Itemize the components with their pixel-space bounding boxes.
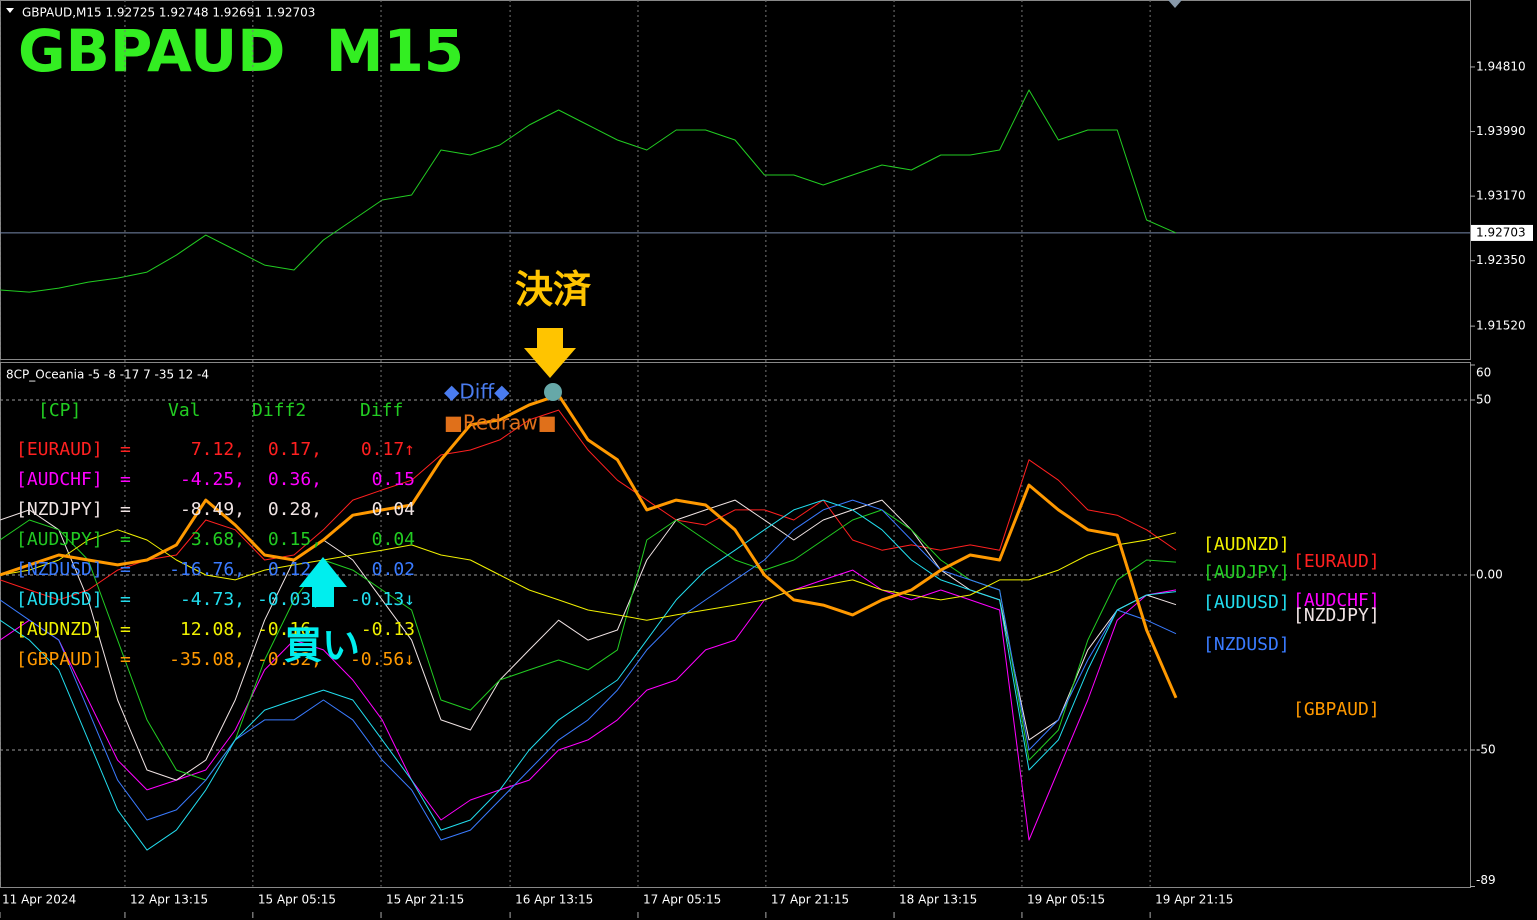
- y-tick-label: 0.00: [1476, 568, 1503, 582]
- table-cell: 0.15,: [268, 529, 322, 550]
- series-line: [0, 409, 1177, 601]
- buy-annotation: 買い: [284, 624, 360, 668]
- chart-header: GBPAUD,M15 1.92725 1.92748 1.92691 1.927…: [22, 6, 315, 20]
- x-tick-label: 11 Apr 2024: [2, 893, 76, 907]
- x-tick-label: 16 Apr 13:15: [515, 893, 593, 907]
- legend-label: [NZDUSD]: [1203, 634, 1290, 655]
- series-line: [0, 499, 1177, 851]
- table-cell: 0.15: [372, 469, 415, 490]
- legend-label: [EURAUD]: [1293, 551, 1380, 572]
- y-tick-label: 1.94810: [1476, 59, 1526, 73]
- table-cell: -0.16,: [257, 619, 322, 640]
- table-cell: -8.49,: [180, 499, 245, 520]
- y-tick-label: -50: [1476, 743, 1496, 757]
- x-tick-label: 15 Apr 21:15: [386, 893, 464, 907]
- table-cell: [EURAUD]: [16, 439, 103, 460]
- close-annotation: 決済: [515, 268, 592, 312]
- table-cell: [GBPAUD]: [16, 649, 103, 670]
- legend-label: [NZDJPY]: [1293, 605, 1380, 626]
- chart-title: GBPAUD M15: [18, 17, 464, 85]
- table-cell: 0.17↑: [361, 439, 415, 460]
- table-cell: 0.36,: [268, 469, 322, 490]
- table-cell: [AUDNZD]: [16, 619, 103, 640]
- table-cell: [NZDUSD]: [16, 559, 103, 580]
- table-cell: -35.08,: [169, 649, 245, 670]
- series-line: [0, 89, 1177, 293]
- table-cell: -4.25,: [180, 469, 245, 490]
- y-tick-label: 1.91520: [1476, 319, 1526, 333]
- table-cell: =: [120, 619, 131, 640]
- indicator-header: 8CP_Oceania -5 -8 -17 7 -35 12 -4: [6, 368, 209, 382]
- table-header: Val: [168, 400, 201, 421]
- table-cell: 0.28,: [268, 499, 322, 520]
- table-cell: -16.76,: [169, 559, 245, 580]
- shift-marker: [1168, 0, 1182, 8]
- y-tick-label: 1.93170: [1476, 189, 1526, 203]
- table-cell: -0.13↓: [350, 589, 415, 610]
- table-cell: =: [120, 499, 131, 520]
- table-cell: 12.08,: [180, 619, 245, 640]
- table-cell: 0.04: [372, 499, 415, 520]
- y-tick-label: 1.93990: [1476, 124, 1526, 138]
- x-tick-label: 12 Apr 13:15: [130, 893, 208, 907]
- table-header: Diff2: [252, 400, 306, 421]
- table-cell: =: [120, 469, 131, 490]
- table-cell: =: [120, 439, 131, 460]
- series-line: [0, 529, 1177, 621]
- x-tick-label: 17 Apr 05:15: [643, 893, 721, 907]
- x-tick-label: 15 Apr 05:15: [258, 893, 336, 907]
- legend-label: [AUDUSD]: [1203, 592, 1290, 613]
- x-tick-label: 17 Apr 21:15: [771, 893, 849, 907]
- legend-label: [AUDCHF]: [1293, 590, 1380, 611]
- signal-dot: [544, 383, 562, 401]
- current-price-label: 1.92703: [1476, 225, 1526, 239]
- table-cell: =: [120, 589, 131, 610]
- x-tick-label: 18 Apr 13:15: [899, 893, 977, 907]
- table-cell: [AUDCHF]: [16, 469, 103, 490]
- table-cell: =: [120, 559, 131, 580]
- y-tick-label: 60: [1476, 366, 1491, 380]
- table-cell: -4.73,: [180, 589, 245, 610]
- table-cell: 7.12,: [191, 439, 245, 460]
- table-cell: 3.68,: [191, 529, 245, 550]
- table-cell: -0.32,: [257, 649, 322, 670]
- series-line: [0, 569, 1177, 841]
- legend-label: [AUDJPY]: [1203, 562, 1290, 583]
- table-cell: 0.12,: [268, 559, 322, 580]
- table-cell: =: [120, 649, 131, 670]
- legend-label: [AUDNZD]: [1203, 534, 1290, 555]
- redraw-label: ■Redraw■: [444, 411, 557, 435]
- table-cell: [AUDUSD]: [16, 589, 103, 610]
- table-cell: 0.04: [372, 529, 415, 550]
- x-tick-label: 19 Apr 05:15: [1027, 893, 1105, 907]
- buy-arrow: [299, 557, 347, 607]
- table-header: [CP]: [38, 400, 81, 421]
- table-cell: -0.03,: [257, 589, 322, 610]
- y-tick-label: 1.92350: [1476, 253, 1526, 267]
- table-cell: 0.02: [372, 559, 415, 580]
- series-line: [0, 393, 1178, 699]
- table-cell: -0.56↓: [350, 649, 415, 670]
- table-cell: -0.13: [361, 619, 415, 640]
- diff-label: ◆Diff◆: [444, 380, 510, 404]
- table-cell: [AUDJPY]: [16, 529, 103, 550]
- x-tick-label: 19 Apr 21:15: [1155, 893, 1233, 907]
- close-arrow: [524, 328, 576, 378]
- menu-triangle: [6, 8, 14, 13]
- y-tick-label: -89: [1476, 873, 1496, 887]
- legend-label: [GBPAUD]: [1293, 699, 1380, 720]
- table-header: Diff: [360, 400, 403, 421]
- table-cell: =: [120, 529, 131, 550]
- y-tick-label: 50: [1476, 393, 1491, 407]
- current-price-box: [1471, 224, 1533, 241]
- table-cell: 0.17,: [268, 439, 322, 460]
- series-line: [0, 499, 1177, 841]
- table-cell: [NZDJPY]: [16, 499, 103, 520]
